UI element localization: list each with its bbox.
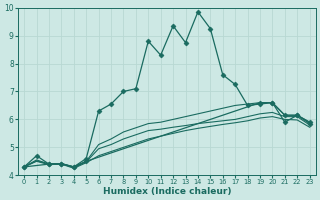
X-axis label: Humidex (Indice chaleur): Humidex (Indice chaleur): [103, 187, 231, 196]
